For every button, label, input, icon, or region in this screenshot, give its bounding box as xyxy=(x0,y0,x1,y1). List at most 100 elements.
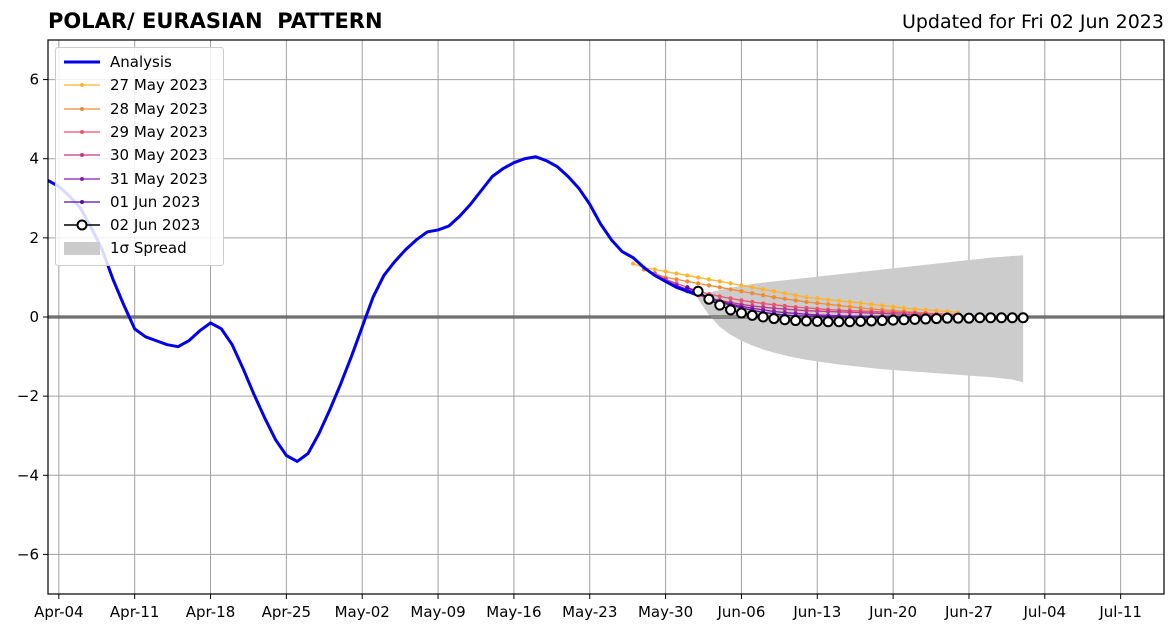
latest-forecast-point xyxy=(887,314,899,326)
chart-legend: Analysis 27 May 2023 28 May 2023 29 May 202… xyxy=(55,47,224,266)
x-tick-label: Jun-06 xyxy=(716,603,765,621)
forecast-point xyxy=(858,301,863,306)
latest-forecast-point xyxy=(800,315,812,327)
latest-forecast-point xyxy=(898,314,910,326)
x-tick-label: May-16 xyxy=(486,603,541,621)
forecast-point xyxy=(782,296,787,301)
forecast-point xyxy=(869,302,874,307)
y-tick-label: 2 xyxy=(29,229,39,247)
forecast-point xyxy=(793,298,798,303)
analysis-line xyxy=(48,155,699,463)
legend-item: 30 May 2023 xyxy=(56,144,225,167)
legend-label: 02 Jun 2023 xyxy=(110,216,201,235)
forecast-point xyxy=(815,296,820,301)
latest-forecast-point xyxy=(844,316,856,328)
forecast-point xyxy=(717,294,722,299)
forecast-point xyxy=(652,267,657,272)
forecast-point xyxy=(750,285,755,290)
forecast-point xyxy=(836,309,842,314)
latest-forecast-point xyxy=(725,304,737,316)
forecast-point xyxy=(685,285,690,290)
y-tick-label: −2 xyxy=(17,387,39,405)
latest-forecast-point xyxy=(811,315,823,327)
x-tick-label: Apr-18 xyxy=(186,603,236,621)
x-tick-label: Jun-27 xyxy=(944,603,993,621)
x-tick-label: Jul-11 xyxy=(1098,603,1142,621)
legend-label: 30 May 2023 xyxy=(110,146,208,165)
forecast-point xyxy=(695,275,701,280)
legend-swatch xyxy=(64,153,100,158)
legend-label: 01 Jun 2023 xyxy=(110,192,201,211)
forecast-point xyxy=(804,295,809,300)
legend-label: Analysis xyxy=(110,53,172,71)
latest-forecast-point xyxy=(692,285,704,297)
x-tick-label: Jul-04 xyxy=(1023,603,1067,621)
latest-forecast-point xyxy=(1017,312,1029,324)
forecast-point xyxy=(739,283,744,288)
forecast-point xyxy=(891,304,896,309)
forecast-point xyxy=(858,310,863,315)
forecast-point xyxy=(771,289,777,294)
legend-swatch xyxy=(64,219,100,231)
latest-forecast-point xyxy=(1006,312,1018,324)
plot-area xyxy=(48,155,1164,463)
latest-forecast-point xyxy=(985,312,997,324)
latest-forecast-point xyxy=(790,315,802,327)
latest-forecast-point xyxy=(768,313,780,325)
latest-forecast-point xyxy=(995,312,1007,324)
forecast-point xyxy=(793,293,798,298)
latest-forecast-point xyxy=(963,312,975,324)
y-tick-label: 0 xyxy=(29,308,39,326)
legend-item: 01 Jun 2023 xyxy=(56,191,225,214)
y-tick-label: 6 xyxy=(29,71,39,89)
latest-forecast-point xyxy=(735,307,747,319)
forecast-point xyxy=(761,293,766,298)
forecast-point xyxy=(826,302,831,307)
forecast-point xyxy=(771,302,777,307)
legend-swatch xyxy=(64,83,100,88)
updated-date: Updated for Fri 02 Jun 2023 xyxy=(901,11,1164,33)
x-tick-label: May-30 xyxy=(638,603,693,621)
forecast-point xyxy=(695,281,701,286)
forecast-point xyxy=(728,287,733,292)
legend-swatch xyxy=(64,129,100,134)
legend-item: 27 May 2023 xyxy=(56,74,225,97)
forecast-point xyxy=(761,287,766,292)
latest-forecast-point xyxy=(930,313,942,325)
latest-forecast-point xyxy=(876,315,888,327)
forecast-point xyxy=(706,283,712,288)
forecast-point xyxy=(826,297,831,302)
x-tick-label: Jun-20 xyxy=(868,603,917,621)
latest-forecast-point xyxy=(952,312,964,324)
latest-forecast-point xyxy=(974,312,986,324)
legend-swatch xyxy=(64,60,100,64)
forecast-point xyxy=(674,271,679,276)
forecast-point xyxy=(847,310,852,315)
latest-forecast-point xyxy=(865,315,877,327)
x-tick-label: Apr-11 xyxy=(110,603,160,621)
legend-item: 28 May 2023 xyxy=(56,98,225,121)
legend-item: 31 May 2023 xyxy=(56,168,225,191)
forecast-point xyxy=(869,310,874,316)
y-tick-label: 4 xyxy=(29,150,39,168)
y-tick-label: −4 xyxy=(17,466,39,484)
forecast-point xyxy=(739,289,744,294)
forecast-point xyxy=(847,304,852,309)
forecast-point xyxy=(880,303,885,308)
legend-item: 1σ Spread xyxy=(56,237,225,260)
latest-forecast-point xyxy=(746,309,758,321)
forecast-point xyxy=(836,298,842,303)
forecast-point xyxy=(847,299,852,305)
legend-label: 28 May 2023 xyxy=(110,99,208,118)
latest-forecast-point xyxy=(920,313,932,325)
forecast-point xyxy=(750,291,755,296)
forecast-point xyxy=(804,299,809,305)
x-tick-label: May-09 xyxy=(410,603,465,621)
y-tick-label: −6 xyxy=(17,545,39,563)
legend-label: 1σ Spread xyxy=(110,239,187,258)
latest-forecast-point xyxy=(941,312,953,324)
legend-swatch xyxy=(64,199,100,204)
forecast-point xyxy=(901,305,907,310)
forecast-point xyxy=(630,261,636,266)
legend-label: 29 May 2023 xyxy=(110,122,208,141)
